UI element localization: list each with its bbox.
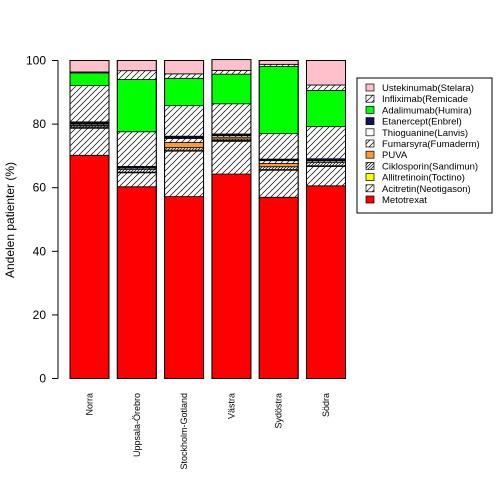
bar-segment <box>116 172 157 188</box>
bar-segment <box>306 126 346 160</box>
bar-segment <box>116 60 157 72</box>
x-axis-labels: Norra Uppsala-Örebro Stockholm-Gotland Väst… <box>85 393 332 470</box>
bar-segment <box>164 142 205 149</box>
legend-items: Ustekinumab(Stelara)Infliximab(RemicadeA… <box>365 83 480 206</box>
legend-label: Adalimumab(Humira) <box>382 105 472 116</box>
bar-outline <box>164 60 205 379</box>
bar-segment <box>306 185 346 379</box>
bar-outline <box>306 60 346 379</box>
bar-segment <box>69 60 110 73</box>
bar-segment <box>164 60 205 75</box>
bar-segment <box>306 84 346 91</box>
bar-segment <box>258 160 299 164</box>
legend: Ustekinumab(Stelara)Infliximab(RemicadeA… <box>356 77 493 214</box>
bar-segment <box>211 140 252 175</box>
bar-segment <box>211 173 252 379</box>
legend-swatch <box>365 173 375 181</box>
y-tick-label: 80 <box>33 117 47 131</box>
legend-label: Allitretinoin(Toctino) <box>382 173 465 184</box>
x-tick-label: Norra <box>85 393 95 416</box>
legend-label: Ciklosporin(Sandimun) <box>382 161 478 172</box>
bar-segment <box>258 169 299 198</box>
bar-segment <box>306 60 346 86</box>
legend-label: Etanercept(Enbrel) <box>382 117 462 128</box>
legend-label: Acitretin(Neotigason) <box>382 184 471 195</box>
legend-label: PUVA <box>382 150 408 161</box>
bar-segment <box>211 73 252 105</box>
bar-outline <box>116 60 157 379</box>
y-tick-label: 60 <box>33 181 47 195</box>
legend-label: Infliximab(Remicade <box>382 94 468 105</box>
y-axis: 0 20 40 60 80 100 <box>26 54 59 386</box>
legend-swatch <box>365 150 375 159</box>
bar-segment <box>116 168 157 173</box>
legend-swatch <box>365 117 375 125</box>
bar-segment <box>116 186 157 379</box>
bar-segment <box>211 59 252 71</box>
bar-segment <box>69 85 110 123</box>
y-tick-label: 40 <box>33 244 47 258</box>
legend-box <box>356 77 493 214</box>
legend-label: Ustekinumab(Stelara) <box>382 83 474 94</box>
bar-segment <box>258 166 299 170</box>
y-axis-title: Andelen patienter (%) <box>3 162 17 278</box>
legend-swatch <box>365 94 375 103</box>
bar-segment <box>306 165 346 187</box>
plot-area <box>69 59 346 380</box>
y-tick-label: 100 <box>26 54 46 68</box>
y-tick-label: 0 <box>39 372 46 386</box>
legend-swatch <box>365 162 375 170</box>
bar-segment <box>164 73 205 79</box>
legend-swatch <box>365 128 375 137</box>
bar-segment <box>69 127 110 156</box>
bar-segment <box>69 154 110 379</box>
x-tick-label: Stockholm-Gotland <box>179 393 189 470</box>
bar-segment <box>211 69 252 75</box>
bar-segment <box>164 77 205 107</box>
bar-segment <box>258 60 299 65</box>
x-tick-label: Västra <box>226 393 236 419</box>
bar-segment <box>164 196 205 379</box>
bar-segment <box>258 66 299 135</box>
bar-outline <box>69 60 110 379</box>
x-tick-label: Södra <box>321 393 331 417</box>
bar-segment <box>164 150 205 198</box>
bar-segment <box>164 138 205 143</box>
bar-segment <box>116 131 157 167</box>
bar-segment <box>258 196 299 379</box>
bar-segment <box>164 105 205 137</box>
legend-swatch <box>365 106 375 114</box>
y-tick-label: 20 <box>33 308 47 322</box>
bar-segment <box>258 133 299 160</box>
bar-segment <box>306 162 346 167</box>
legend-swatch <box>365 83 375 92</box>
legend-label: Fumarsyra(Fumaderm) <box>382 139 480 150</box>
bars-group <box>69 59 346 380</box>
x-tick-label: Sydöstra <box>274 393 284 429</box>
legend-swatch <box>365 184 375 193</box>
legend-label: Metotrexat <box>382 195 427 206</box>
bar-segment <box>116 79 157 133</box>
bar-segment <box>116 70 157 80</box>
legend-label: Thioguanine(Lanvis) <box>382 128 468 139</box>
legend-swatch <box>365 195 375 204</box>
bar-segment <box>211 103 252 135</box>
bar-outline <box>211 59 252 380</box>
bar-segment <box>69 72 110 87</box>
legend-swatch <box>365 139 375 148</box>
bar-segment <box>258 163 299 168</box>
bar-outline <box>258 60 299 379</box>
bar-segment <box>306 89 346 128</box>
x-tick-label: Uppsala-Örebro <box>132 393 142 457</box>
